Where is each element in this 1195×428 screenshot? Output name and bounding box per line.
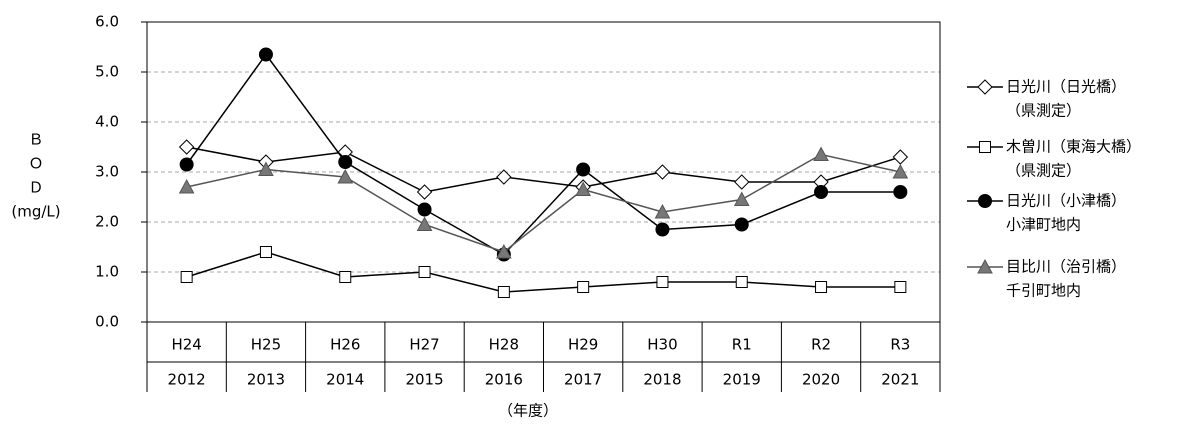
legend-label: 木曽川（東海大橋） [1006,138,1141,156]
y-tick-label: 6.0 [95,13,119,31]
y-tick-label: 0.0 [95,313,119,331]
y-axis-label: Ｂ [28,131,43,149]
x-tick-label: H28 [489,336,519,354]
legend-marker [977,79,993,95]
square-marker [577,281,590,293]
x-tick-year: 2012 [168,371,206,389]
y-tick-label: 2.0 [95,213,119,231]
triangle-marker [733,191,750,206]
square-marker [735,276,748,288]
triangle-marker [496,243,512,259]
triangle-marker [654,203,671,219]
x-axis-label: （年度） [498,402,558,420]
y-axis-label: Ｏ [28,155,43,173]
triangle-marker [813,146,829,161]
legend-label: 日光川（小津橋） [1006,192,1126,210]
square-marker [339,271,352,283]
x-tick-year: 2020 [802,371,840,389]
series-line [186,146,901,193]
circle-marker [179,157,194,172]
legend-note: 小津町地内 [1006,216,1081,234]
legend-marker [977,258,993,274]
x-tick-label: R2 [811,336,831,354]
circle-marker [893,185,908,199]
x-tick-year: 2016 [485,371,523,389]
x-tick-year: 2018 [643,371,681,389]
legend-marker [979,141,991,153]
triangle-marker [892,163,909,179]
triangle-marker [337,168,354,184]
x-tick-year: 2021 [881,371,919,389]
legend-note: （県測定） [1006,162,1081,180]
legend-label: 目比川（治引橋） [1006,258,1126,276]
triangle-marker [258,161,274,176]
legend-marker [978,194,992,208]
x-tick-label: H24 [171,336,201,354]
y-tick-label: 4.0 [95,113,119,131]
x-tick-label: R3 [890,336,910,354]
legend-note: （県測定） [1006,102,1081,120]
x-tick-year: 2014 [326,371,364,389]
square-marker [815,281,828,293]
y-tick-label: 5.0 [95,63,119,81]
x-tick-label: H26 [330,336,360,354]
circle-marker [814,185,829,199]
triangle-marker [575,181,591,196]
triangle-marker [178,178,195,194]
y-tick-label: 3.0 [95,163,119,181]
diamond-marker [496,169,512,185]
diamond-marker [416,184,433,200]
diamond-marker [654,164,671,180]
y-axis-label: Ｄ [28,179,43,197]
x-tick-year: 2015 [405,371,443,389]
x-tick-label: H30 [647,336,677,354]
x-tick-label: H25 [251,336,281,354]
y-axis-label: (mg/L) [11,203,60,221]
circle-marker [576,162,591,177]
legend-note: 千引町地内 [1006,282,1081,300]
x-tick-year: 2017 [564,371,602,389]
legend-label: 日光川（日光橋） [1006,78,1126,96]
diamond-marker [178,139,195,155]
square-marker [894,281,907,293]
diamond-marker [734,174,750,190]
x-tick-label: H29 [568,336,598,354]
y-tick-label: 1.0 [95,263,119,281]
series-line [186,251,901,293]
series-line [186,153,901,253]
diamond-marker [892,149,909,165]
x-tick-label: R1 [732,336,752,354]
square-marker [180,271,193,283]
x-tick-year: 2013 [247,371,285,389]
circle-marker [338,155,353,169]
circle-marker [655,222,670,237]
circle-marker [258,47,273,62]
triangle-marker [416,216,433,231]
x-tick-year: 2019 [723,371,761,389]
circle-marker [734,217,749,232]
square-marker [259,246,272,258]
series-line [186,53,901,256]
circle-marker [417,202,432,217]
square-marker [656,276,669,288]
square-marker [418,266,431,278]
x-tick-label: H27 [409,336,439,354]
square-marker [497,286,510,298]
